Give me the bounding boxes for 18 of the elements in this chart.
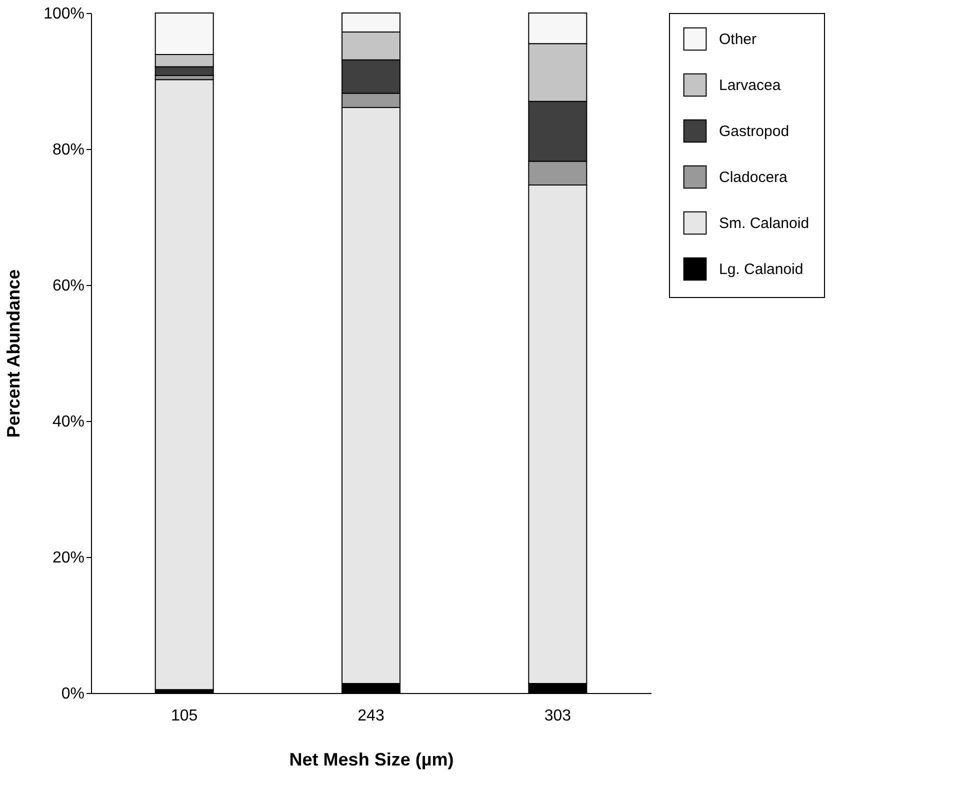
y-axis-title: Percent Abundance (4, 269, 24, 438)
y-tick-label: 80% (52, 142, 84, 158)
legend-label: Larvacea (719, 77, 782, 94)
bar (154, 79, 214, 690)
legend-label: Sm. Calanoid (719, 215, 810, 232)
y-tick-label: 40% (52, 414, 84, 430)
x-axis-title: Net Mesh Size (µm) (289, 750, 454, 770)
x-tick-label: 243 (358, 708, 384, 724)
x-tick-label: 105 (170, 708, 198, 724)
legend-label: Other (719, 31, 757, 48)
y-tick-label: 0% (61, 686, 84, 702)
y-tick-label: 20% (52, 550, 84, 566)
y-tick-label: 100% (44, 6, 84, 22)
legend-label: Gastropod (719, 123, 790, 140)
x-tick-label: 303 (544, 708, 572, 724)
y-tick-label: 60% (52, 278, 84, 294)
legend-label: Cladocera (719, 169, 788, 186)
legend-label: Lg. Calanoid (719, 261, 804, 278)
